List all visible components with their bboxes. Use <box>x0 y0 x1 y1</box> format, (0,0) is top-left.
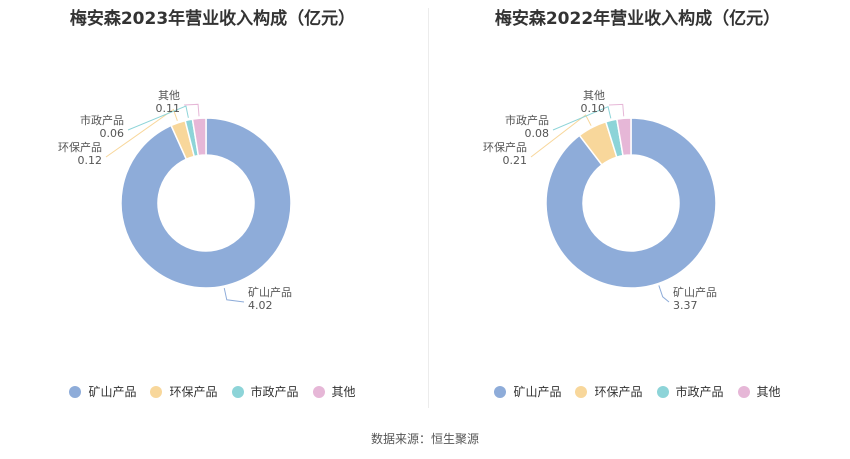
leader-line-municipal <box>127 105 189 131</box>
slice-value-other: 0.11 <box>156 102 181 115</box>
chart-panel-2022: 梅安森2022年营业收入构成（亿元） 矿山产品 3.37 环保产品 0.21 市政产品 0… <box>425 0 850 410</box>
slice-other[interactable] <box>615 117 632 157</box>
chart-title: 梅安森2023年营业收入构成（亿元） <box>69 9 356 29</box>
chart-panel-2023: 梅安森2023年营业收入构成（亿元） 矿山产品 4.02 环保产品 0.12 市政产品 0… <box>0 0 425 410</box>
legend-item-mining[interactable]: 矿山产品 <box>69 383 136 400</box>
leader-line-environmental <box>105 108 178 158</box>
slice-label-municipal: 市政产品 <box>505 113 549 127</box>
leader-line-mining <box>223 287 245 303</box>
legend-item-mining[interactable]: 矿山产品 <box>494 383 561 400</box>
legend-dot-icon <box>656 385 669 398</box>
slice-value-mining: 3.37 <box>673 299 698 312</box>
slice-label-other: 其他 <box>158 89 180 102</box>
legend-label: 环保产品 <box>594 385 643 399</box>
slice-value-municipal: 0.08 <box>525 127 550 140</box>
legend-label: 市政产品 <box>675 385 724 399</box>
legend-label: 其他 <box>756 385 781 399</box>
chart-legend: 矿山产品 环保产品 市政产品 其他 <box>0 383 425 400</box>
legend-dot-icon <box>575 385 588 398</box>
slice-mining[interactable] <box>120 117 292 289</box>
legend-dot-icon <box>312 385 325 398</box>
legend-label: 其他 <box>331 385 356 399</box>
legend-dot-icon <box>737 385 750 398</box>
legend-item-environmental[interactable]: 环保产品 <box>150 383 218 400</box>
slice-other[interactable] <box>191 117 207 157</box>
leader-line-mining <box>658 285 670 303</box>
legend-label: 环保产品 <box>169 385 218 399</box>
slice-value-other: 0.10 <box>581 102 606 115</box>
legend-item-municipal[interactable]: 市政产品 <box>231 383 299 400</box>
slice-value-mining: 4.02 <box>248 299 273 312</box>
legend-dot-icon <box>69 385 82 398</box>
slice-label-mining: 矿山产品 <box>248 285 292 299</box>
chart-title: 梅安森2022年营业收入构成（亿元） <box>494 9 781 29</box>
slice-label-other: 其他 <box>583 89 605 102</box>
panel-divider <box>428 8 429 408</box>
legend-dot-icon <box>231 385 244 398</box>
slice-label-mining: 矿山产品 <box>673 285 717 299</box>
legend-label: 市政产品 <box>250 385 299 399</box>
legend-dot-icon <box>494 385 507 398</box>
legend-item-environmental[interactable]: 环保产品 <box>575 383 643 400</box>
legend-item-municipal[interactable]: 市政产品 <box>656 383 724 400</box>
slice-label-environmental: 环保产品 <box>58 140 102 154</box>
slice-value-environmental: 0.21 <box>503 154 528 167</box>
chart-legend: 矿山产品 环保产品 市政产品 其他 <box>425 383 850 400</box>
slice-value-environmental: 0.12 <box>78 154 103 167</box>
slice-label-environmental: 环保产品 <box>483 140 527 154</box>
slice-label-municipal: 市政产品 <box>80 113 124 127</box>
leader-line-other <box>608 103 625 117</box>
leader-line-municipal <box>552 106 612 131</box>
data-source-note: 数据来源：恒生聚源 <box>370 432 479 446</box>
legend-item-other[interactable]: 其他 <box>737 383 781 400</box>
slice-value-municipal: 0.06 <box>100 127 125 140</box>
legend-label: 矿山产品 <box>88 385 137 399</box>
leader-line-other <box>183 103 200 117</box>
legend-label: 矿山产品 <box>513 385 562 399</box>
slice-mining[interactable] <box>545 117 717 289</box>
legend-item-other[interactable]: 其他 <box>312 383 356 400</box>
legend-dot-icon <box>150 385 163 398</box>
leader-line-environmental <box>530 114 592 158</box>
